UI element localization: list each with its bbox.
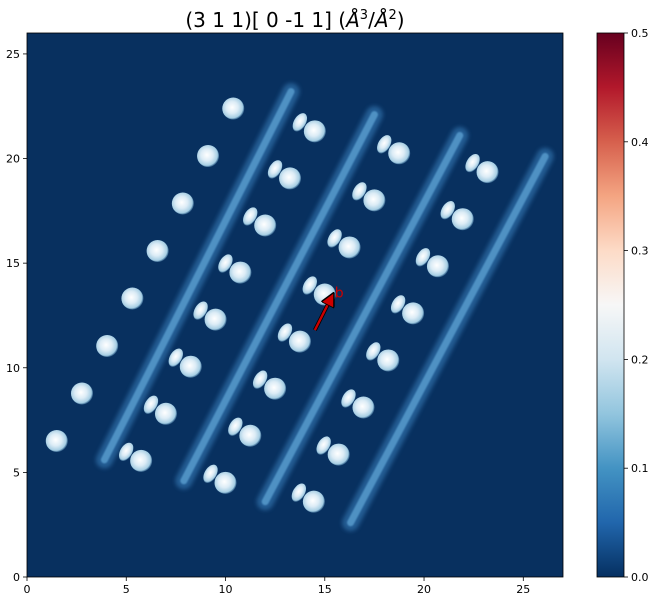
atom-density-spot	[229, 261, 252, 284]
atom-density-spot	[264, 377, 287, 400]
atom-crescent	[377, 135, 392, 154]
atom-crescent	[277, 323, 293, 342]
atom-crescent	[291, 483, 307, 502]
atom-density-spot	[313, 283, 336, 306]
atom-density-spot	[388, 142, 411, 165]
colorbar: 0.0 0.1 0.2 0.3 0.4 0.5	[596, 27, 649, 584]
atom-crescent	[366, 342, 381, 361]
x-tick-label: 25	[516, 583, 530, 596]
vector-label: b	[335, 286, 344, 302]
atom-crescent	[440, 201, 455, 220]
atom-density-spot	[70, 382, 93, 405]
atom-density-spot	[204, 308, 227, 331]
atom-density-spot	[377, 349, 400, 372]
atom-crescent	[168, 348, 183, 367]
atom-crescent	[252, 370, 268, 389]
atom-crescent	[292, 113, 308, 132]
y-tick-label: 5	[13, 466, 20, 479]
atom-density-spot	[214, 471, 237, 494]
colorbar-tick-label: 0.3	[631, 245, 649, 258]
atom-density-spot	[279, 167, 302, 190]
atom-density-spot	[154, 402, 177, 425]
colorbar-tick-label: 0.2	[631, 353, 649, 366]
atom-density-spot	[130, 449, 153, 472]
y-tick-label: 10	[6, 362, 20, 375]
atom-density-spot	[303, 120, 326, 143]
colorbar-tick-label: 0.5	[631, 27, 649, 40]
atom-density-spot	[476, 161, 499, 184]
heatmap-plot: b 0 5 10 15 20 25 0 5 10 15 20 25	[6, 32, 564, 596]
atom-crescent	[118, 442, 134, 462]
atom-density-spot	[352, 396, 375, 419]
atom-density-spot	[288, 330, 311, 353]
colorbar-gradient	[596, 32, 625, 578]
atom-crescent	[302, 276, 317, 295]
chart-title: (3 1 1)[ 0 -1 1] (Å3/Å2)	[185, 8, 404, 32]
atom-density-spot	[96, 335, 119, 358]
atom-crescent	[352, 182, 367, 201]
density-streak-core	[261, 132, 464, 506]
density-streak-core	[180, 111, 378, 485]
atom-density-spot	[197, 145, 220, 168]
atom-density-spot	[121, 287, 144, 310]
atom-crescent	[327, 229, 342, 248]
atom-density-spot	[146, 240, 169, 263]
colorbar-tick-label: 0.0	[631, 571, 649, 584]
atom-crescent	[415, 248, 431, 267]
x-tick-label: 5	[123, 583, 130, 596]
atom-crescent	[341, 389, 356, 408]
atom-density-spot	[179, 355, 202, 378]
x-tick-label: 10	[219, 583, 233, 596]
atom-crescent	[390, 295, 406, 314]
atom-density-spot	[171, 192, 194, 215]
atom-crescent	[316, 436, 331, 455]
x-tick-label: 20	[417, 583, 431, 596]
atom-density-spot	[402, 302, 425, 325]
y-tick-label: 20	[6, 153, 20, 166]
atom-density-spot	[451, 208, 474, 231]
atom-crescent	[465, 153, 480, 173]
colorbar-tick-label: 0.4	[631, 136, 649, 149]
atom-density-spot	[45, 430, 68, 452]
atom-density-spot	[363, 189, 386, 212]
atom-density-spot	[222, 97, 245, 120]
atom-density-spot	[239, 424, 262, 447]
plot-frame	[26, 32, 564, 578]
atom-crescent	[267, 160, 283, 179]
colorbar-tick-label: 0.1	[631, 462, 649, 475]
density-streak-core	[347, 152, 549, 527]
atom-density-spot	[302, 490, 325, 513]
atom-density-spot	[338, 236, 361, 259]
atom-crescent	[203, 464, 218, 484]
x-tick-label: 0	[24, 583, 31, 596]
atom-density-spot	[426, 255, 449, 278]
y-tick-label: 0	[13, 571, 20, 584]
y-tick-label: 15	[6, 257, 20, 270]
vector-arrow	[313, 299, 331, 331]
atom-density-spot	[327, 443, 350, 466]
density-streak-core	[100, 88, 295, 464]
atom-crescent	[218, 254, 233, 273]
y-tick-label: 25	[6, 48, 20, 61]
atom-density-spot	[254, 214, 277, 237]
atom-crescent	[193, 301, 208, 320]
atom-crescent	[243, 207, 258, 226]
atom-crescent	[228, 417, 243, 436]
x-tick-label: 15	[318, 583, 332, 596]
atom-crescent	[143, 395, 159, 414]
